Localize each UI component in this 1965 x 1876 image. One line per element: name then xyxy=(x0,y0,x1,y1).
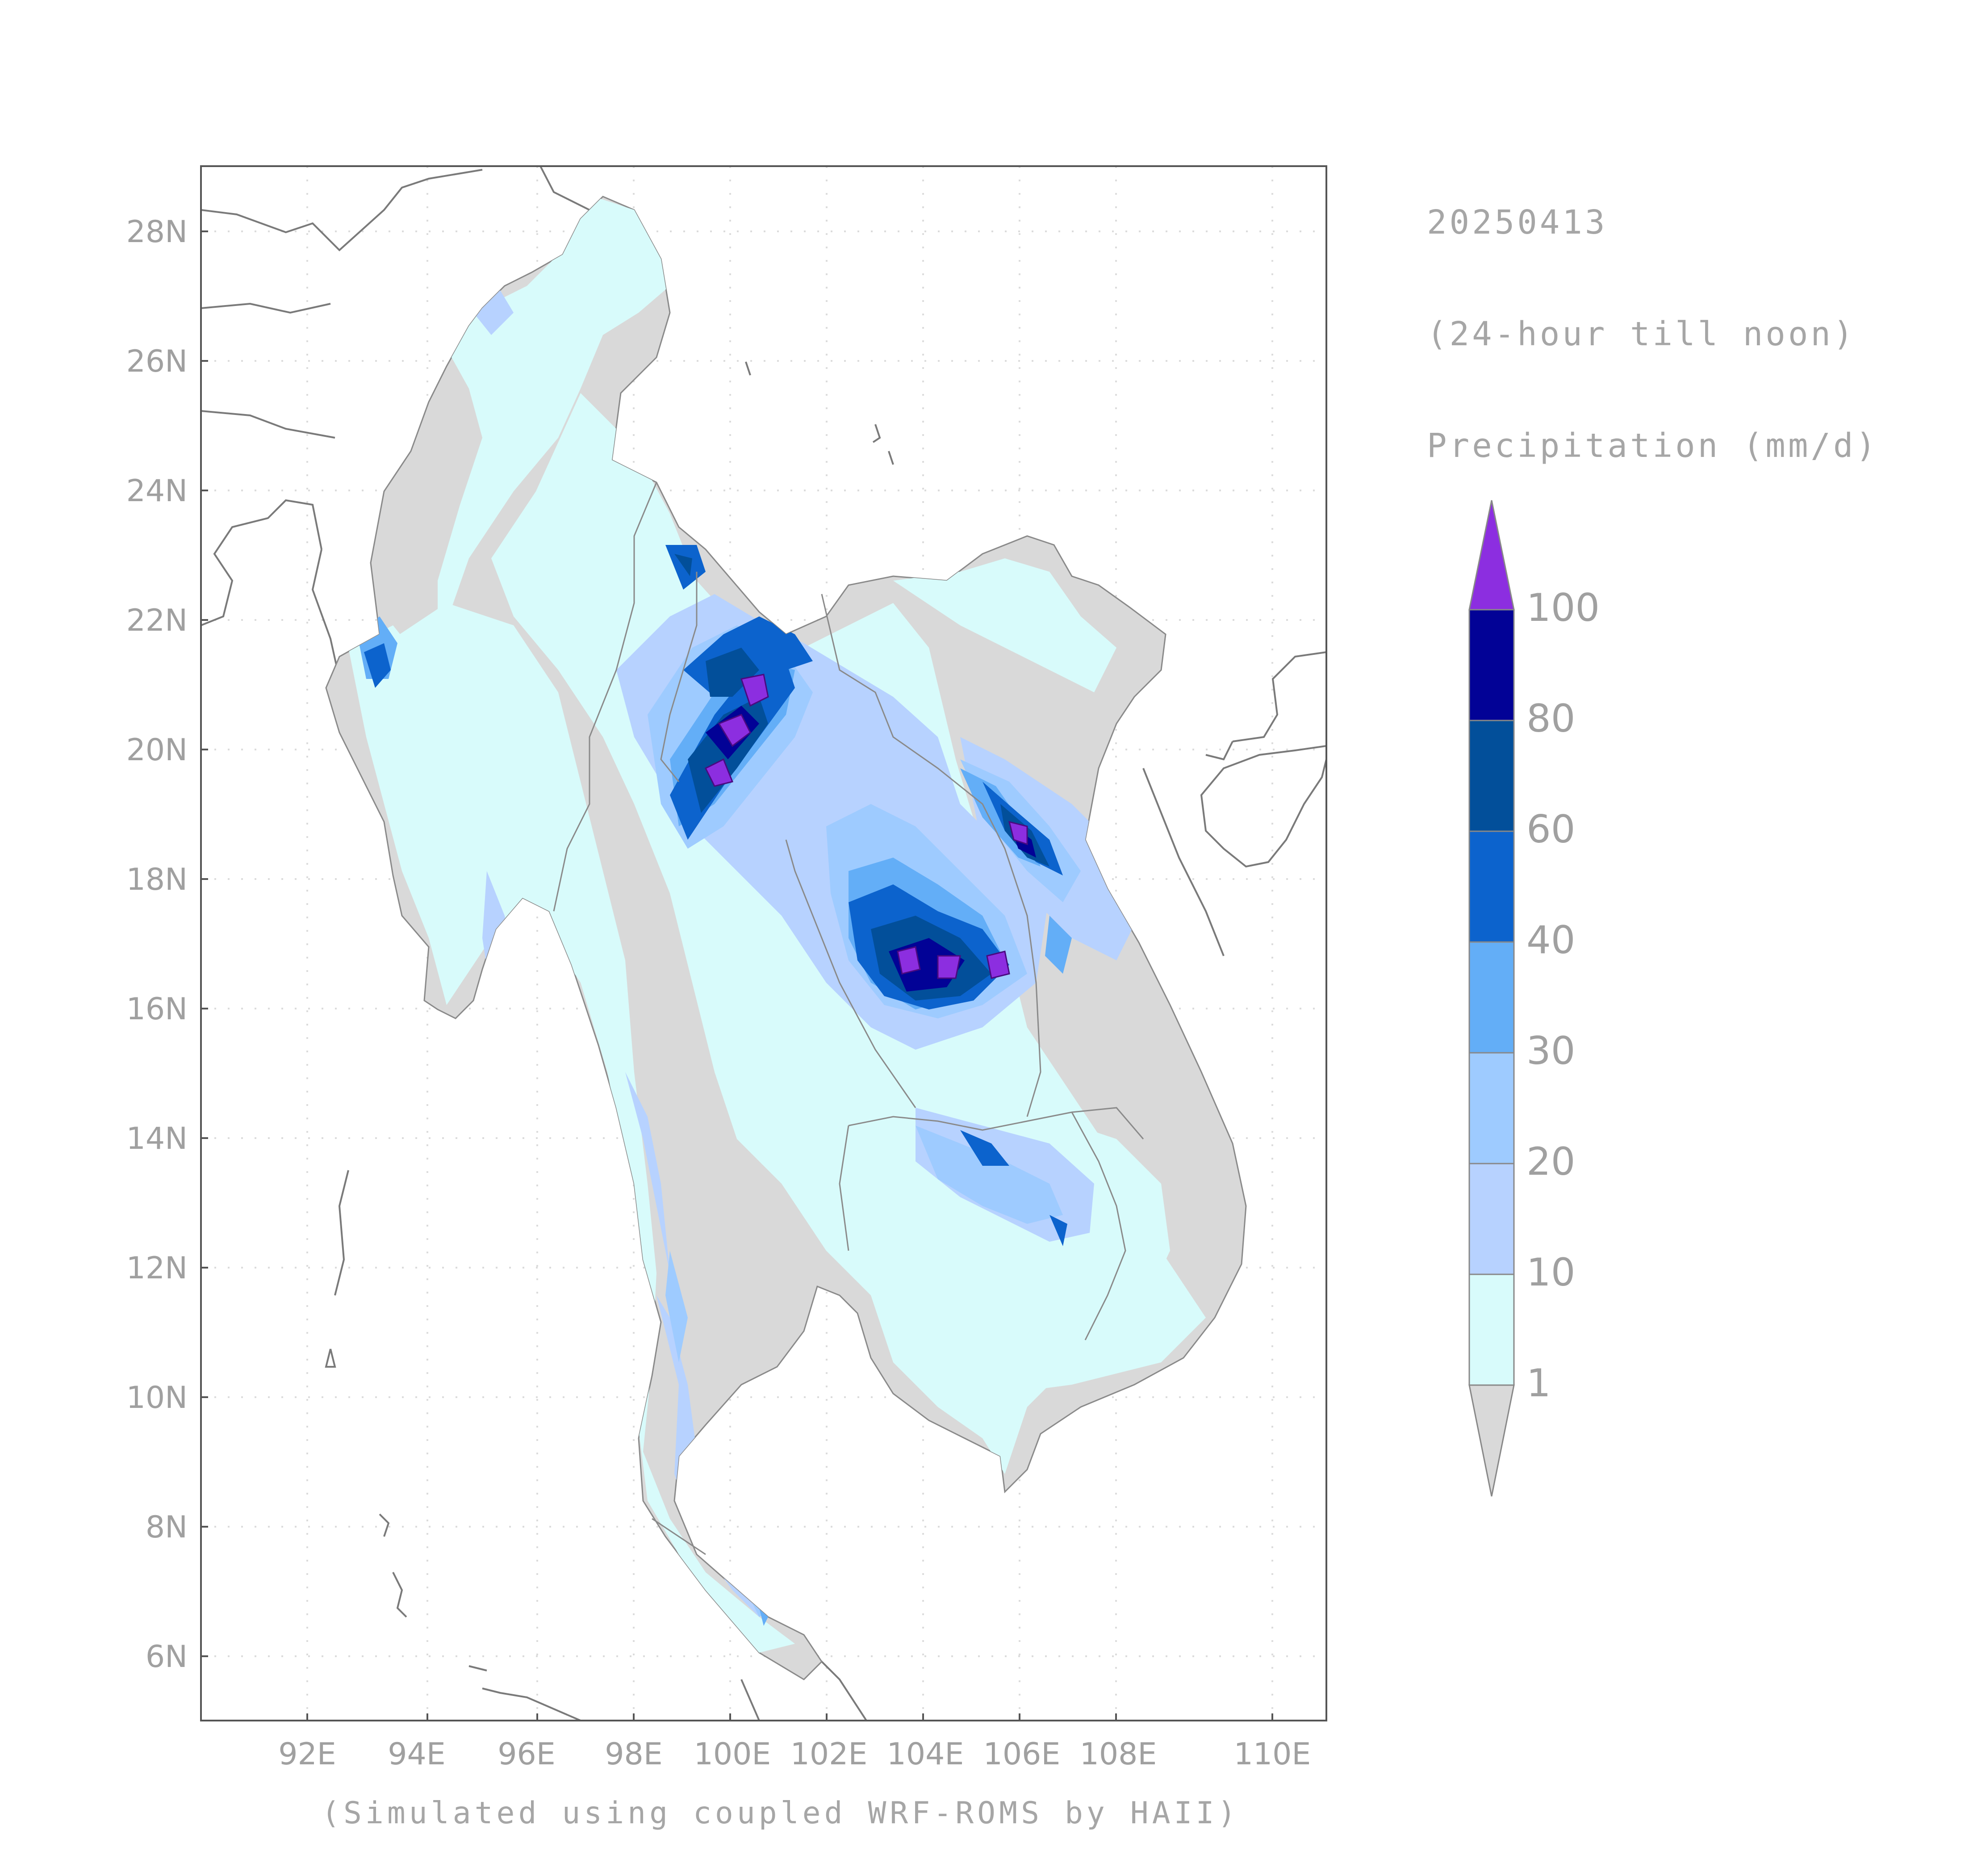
colorbar-label: 10 xyxy=(1526,1250,1575,1295)
lat-label: 6N xyxy=(146,1639,188,1675)
lon-label: 104E xyxy=(887,1737,964,1772)
colorbar-bin-10-20 xyxy=(1468,1163,1515,1275)
lon-label: 98E xyxy=(605,1737,663,1772)
lon-label: 100E xyxy=(694,1737,771,1772)
colorbar-bin-30-40 xyxy=(1468,941,1515,1054)
lat-label: 18N xyxy=(126,862,188,897)
colorbar-label: 30 xyxy=(1526,1029,1575,1073)
coastlines xyxy=(201,166,1326,1721)
period-label: (24-hour till noon) xyxy=(1427,315,1856,353)
lat-label: 28N xyxy=(126,214,188,250)
lon-label: 96E xyxy=(498,1737,556,1772)
colorbar-bin-80-100 xyxy=(1468,609,1515,721)
colorbar-labels: 100 80 60 40 30 20 10 1 xyxy=(1526,586,1600,1406)
lat-label: 20N xyxy=(126,733,188,768)
variable-label: Precipitation (mm/d) xyxy=(1427,427,1879,465)
colorbar-bin-20-30 xyxy=(1468,1052,1515,1164)
lat-label: 16N xyxy=(126,992,188,1027)
lon-label: 94E xyxy=(388,1737,446,1772)
colorbar-label: 20 xyxy=(1526,1139,1575,1184)
lat-label: 10N xyxy=(126,1380,188,1415)
lat-label: 8N xyxy=(146,1510,188,1545)
precip-above-100 xyxy=(704,674,1028,979)
colorbar-bin-60-80 xyxy=(1468,720,1515,832)
lon-label: 106E xyxy=(983,1737,1061,1772)
axis-ticks xyxy=(201,230,1273,1721)
latitude-labels: 28N 26N 24N 22N 20N 18N 16N 14N 12N 10N … xyxy=(126,214,188,1675)
colorbar-bin-40-60 xyxy=(1468,830,1515,943)
lon-label: 92E xyxy=(278,1737,336,1772)
longitude-labels: 92E 94E 96E 98E 100E 102E 104E 106E 108E… xyxy=(278,1737,1311,1772)
colorbar-label: 100 xyxy=(1526,586,1600,630)
map-border xyxy=(200,165,1327,1721)
lat-label: 24N xyxy=(126,473,188,509)
lat-label: 26N xyxy=(126,344,188,379)
caption: (Simulated using coupled WRF-ROMS by HAI… xyxy=(322,1796,1240,1831)
colorbar-max-triangle xyxy=(1468,500,1515,611)
country-borders xyxy=(553,482,1144,1555)
colorbar-label: 40 xyxy=(1526,918,1575,963)
colorbar-bin-1-10 xyxy=(1468,1273,1515,1386)
colorbar-min-triangle xyxy=(1468,1384,1515,1497)
lat-label: 22N xyxy=(126,603,188,638)
lon-label: 108E xyxy=(1080,1737,1157,1772)
lon-label: 102E xyxy=(790,1737,868,1772)
colorbar xyxy=(1468,500,1515,1497)
colorbar-label: 1 xyxy=(1526,1361,1551,1406)
colorbar-label: 60 xyxy=(1526,807,1575,852)
lon-label: 110E xyxy=(1234,1737,1311,1772)
lat-label: 12N xyxy=(126,1251,188,1286)
colorbar-label: 80 xyxy=(1526,696,1575,741)
lat-label: 14N xyxy=(126,1121,188,1156)
date-label: 20250413 xyxy=(1427,203,1608,242)
